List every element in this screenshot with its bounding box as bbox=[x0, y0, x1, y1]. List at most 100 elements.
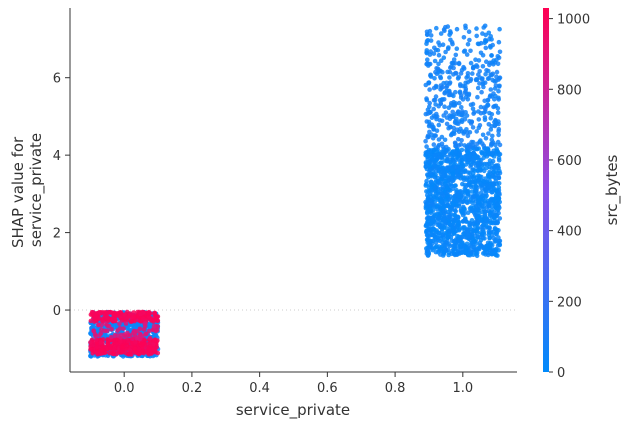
scatter-point bbox=[426, 134, 432, 140]
scatter-point bbox=[434, 211, 440, 217]
scatter-point bbox=[486, 30, 492, 36]
scatter-point bbox=[438, 190, 444, 195]
scatter-point bbox=[453, 183, 458, 188]
scatter-point bbox=[488, 127, 494, 132]
scatter-point bbox=[486, 131, 491, 136]
scatter-point bbox=[433, 94, 439, 99]
y-tick-label: 4 bbox=[53, 149, 61, 164]
scatter-point bbox=[496, 196, 501, 202]
scatter-point bbox=[492, 226, 498, 231]
scatter-point bbox=[446, 197, 452, 203]
scatter-point bbox=[423, 164, 429, 169]
scatter-point bbox=[438, 31, 444, 36]
scatter-point bbox=[132, 346, 138, 352]
scatter-point bbox=[496, 190, 502, 196]
scatter-point bbox=[497, 26, 502, 32]
scatter-point bbox=[483, 71, 488, 77]
scatter-point bbox=[470, 125, 476, 130]
scatter-point bbox=[475, 94, 480, 100]
scatter-point bbox=[484, 250, 490, 256]
scatter-point bbox=[438, 58, 444, 63]
scatter-point bbox=[105, 340, 110, 346]
colorbar-label: src_bytes bbox=[603, 154, 622, 225]
y-tick-label: 0 bbox=[53, 304, 61, 319]
scatter-point bbox=[440, 42, 446, 47]
scatter-point bbox=[435, 220, 440, 225]
scatter-point bbox=[88, 340, 93, 345]
scatter-point bbox=[426, 236, 431, 242]
scatter-point bbox=[94, 344, 100, 350]
colorbar-tick-label: 800 bbox=[557, 83, 582, 98]
scatter-point bbox=[452, 208, 458, 213]
scatter-point bbox=[483, 191, 489, 196]
scatter-point bbox=[455, 76, 461, 81]
scatter-point bbox=[425, 248, 431, 253]
y-axis-label: SHAP value for service_private bbox=[9, 132, 46, 248]
scatter-point bbox=[464, 199, 469, 205]
scatter-point bbox=[438, 74, 443, 80]
scatter-point bbox=[431, 97, 437, 103]
scatter-point bbox=[489, 207, 495, 213]
x-tick-label: 1.0 bbox=[452, 381, 473, 396]
scatter-point bbox=[476, 214, 482, 220]
scatter-point bbox=[439, 97, 445, 102]
scatter-point bbox=[109, 327, 114, 332]
scatter-point bbox=[476, 146, 482, 151]
scatter-point bbox=[488, 45, 493, 50]
scatter-point bbox=[461, 131, 467, 136]
scatter-point bbox=[441, 55, 447, 60]
scatter-point bbox=[424, 232, 430, 238]
scatter-point bbox=[107, 310, 113, 315]
scatter-point bbox=[477, 69, 483, 74]
scatter-point bbox=[423, 138, 428, 144]
scatter-point bbox=[117, 326, 123, 331]
scatter-point bbox=[481, 168, 487, 174]
scatter-point bbox=[453, 70, 458, 76]
scatter-point bbox=[468, 78, 473, 84]
scatter-point bbox=[454, 26, 460, 32]
scatter-point bbox=[497, 168, 502, 174]
colorbar-tick-label: 1000 bbox=[557, 13, 590, 28]
scatter-point bbox=[434, 234, 440, 240]
scatter-point bbox=[474, 227, 480, 232]
scatter-point bbox=[496, 77, 501, 82]
scatter-point bbox=[111, 338, 116, 344]
scatter-point bbox=[454, 251, 460, 257]
scatter-point bbox=[134, 336, 140, 341]
scatter-point bbox=[446, 45, 451, 50]
scatter-point bbox=[424, 61, 429, 67]
scatter-point bbox=[468, 143, 473, 148]
scatter-point bbox=[457, 194, 463, 199]
scatter-point bbox=[479, 190, 484, 195]
scatter-point bbox=[434, 114, 440, 119]
scatter-point bbox=[461, 35, 467, 40]
scatter-point bbox=[468, 48, 473, 54]
scatter-point bbox=[147, 335, 153, 341]
scatter-point bbox=[444, 165, 450, 171]
scatter-point bbox=[123, 321, 129, 326]
scatter-point bbox=[486, 68, 491, 74]
scatter-point bbox=[445, 69, 450, 75]
scatter-point bbox=[423, 82, 429, 88]
scatter-point bbox=[463, 89, 468, 94]
scatter-point bbox=[489, 220, 494, 225]
scatter-point bbox=[497, 49, 503, 55]
scatter-point bbox=[488, 87, 494, 92]
scatter-point bbox=[467, 221, 473, 226]
scatter-point bbox=[98, 340, 104, 345]
scatter-point bbox=[451, 57, 457, 62]
scatter-point bbox=[94, 340, 100, 346]
scatter-point bbox=[447, 229, 452, 235]
scatter-point bbox=[436, 122, 442, 128]
scatter-point bbox=[478, 161, 484, 166]
scatter-point bbox=[495, 220, 500, 226]
colorbar bbox=[543, 8, 549, 372]
scatter-point bbox=[492, 86, 498, 91]
scatter-point bbox=[423, 181, 429, 187]
scatter-point bbox=[442, 104, 447, 109]
scatter-point bbox=[474, 77, 480, 82]
scatter-point bbox=[496, 128, 501, 134]
scatter-point bbox=[461, 64, 466, 70]
scatter-point bbox=[435, 191, 441, 196]
scatter-point bbox=[468, 121, 474, 126]
